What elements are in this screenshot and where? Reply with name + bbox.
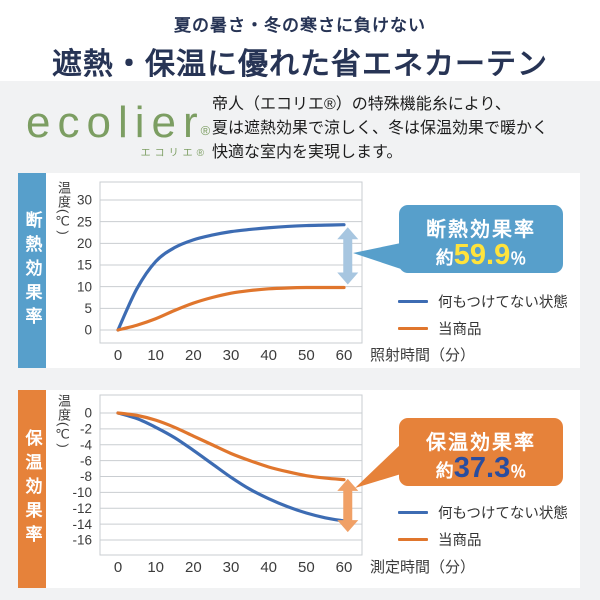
brand-logo-text: ecolier®: [26, 98, 212, 147]
y-axis-title: 温度(℃): [56, 394, 71, 449]
svg-text:20: 20: [77, 236, 92, 251]
page-title: 遮熱・保温に優れた省エネカーテン: [52, 48, 548, 81]
legend-label: 当商品: [438, 322, 482, 338]
legend-line-swatch: [398, 538, 428, 541]
svg-text:0: 0: [114, 559, 122, 576]
legend-label: 何もつけてない状態: [438, 295, 568, 311]
callout-tail-icon: [353, 243, 401, 269]
x-axis-title: 測定時間（分）: [370, 559, 476, 576]
brand-logo: ecolier® エコリエ®: [26, 98, 212, 160]
callout-number: 59.9: [453, 239, 511, 271]
callout-title: 保温効果率: [426, 432, 536, 454]
callout-value: 約59.9％: [399, 239, 563, 272]
heat-retention-line-chart: 0-2-4-6-8-10-12-14-160 10 20 30 40 50 60: [72, 394, 363, 576]
svg-text:40: 40: [260, 559, 277, 576]
svg-text:10: 10: [147, 347, 164, 364]
callout-unit: ％: [510, 464, 527, 481]
brand-description-line: 帝人（エコリエ®）の特殊機能糸により、: [212, 96, 511, 113]
svg-text:50: 50: [298, 347, 315, 364]
svg-text:0: 0: [114, 347, 122, 364]
brand-description-line: 快適な室内を実現します。: [212, 144, 403, 161]
brand-description: 帝人（エコリエ®）の特殊機能糸により、 夏は遮熱効果で涼しく、冬は保温効果で暖か…: [212, 93, 548, 165]
legend-label: 当商品: [438, 533, 482, 549]
legend-label: 何もつけてない状態: [438, 506, 568, 522]
legend-row: 何もつけてない状態: [398, 502, 568, 523]
insulation-side-tab: 断熱効果率: [18, 173, 46, 368]
y-axis-title: 温度(℃): [56, 181, 71, 236]
insulation-chart-card: 断熱効果率 温度(℃) 30 25 20 15 10 5 0 0 10 20 30 40 50 60 照射…: [18, 173, 580, 368]
callout-unit: ％: [510, 251, 527, 268]
brand-logo-word: ecolier: [26, 98, 205, 147]
legend-row: 何もつけてない状態: [398, 291, 568, 312]
header-subtitle: 夏の暑さ・冬の寒さに負けない: [174, 16, 426, 35]
legend-line-swatch: [398, 300, 428, 303]
svg-text:20: 20: [185, 347, 202, 364]
svg-text:15: 15: [77, 258, 92, 273]
svg-text:5: 5: [84, 301, 92, 316]
brand-description-line: 夏は遮熱効果で涼しく、冬は保温効果で暖かく: [212, 120, 549, 137]
header: 夏の暑さ・冬の寒さに負けない 遮熱・保温に優れた省エネカーテン: [0, 0, 600, 81]
svg-text:0: 0: [84, 406, 92, 421]
svg-text:10: 10: [147, 559, 164, 576]
legend-row: 当商品: [398, 318, 568, 339]
heat-retention-chart-card: 保温効果率 温度(℃) 0 -2 -4 -6 -8 -10 -12 -14 -16 0 10 20 30…: [18, 390, 580, 588]
svg-text:40: 40: [260, 347, 277, 364]
svg-text:-4: -4: [80, 437, 92, 452]
heat-retention-side-tab: 保温効果率: [18, 390, 46, 588]
callout-approx: 約: [435, 248, 454, 268]
callout-tail-icon: [355, 444, 401, 488]
svg-text:20: 20: [185, 559, 202, 576]
svg-text:-16: -16: [72, 533, 92, 548]
callout-title: 断熱効果率: [426, 219, 536, 241]
svg-text:0: 0: [84, 323, 92, 338]
x-axis-title: 照射時間（分）: [370, 347, 476, 364]
svg-text:-2: -2: [80, 422, 92, 437]
legend-line-swatch: [398, 327, 428, 330]
svg-text:10: 10: [77, 279, 92, 294]
heat-retention-callout: 保温効果率 約37.3％: [355, 418, 563, 488]
registered-trademark-icon: ®: [200, 123, 211, 138]
svg-text:25: 25: [77, 214, 92, 229]
brand-logo-kana: エコリエ®: [140, 148, 208, 160]
side-tab-label: 保温効果率: [22, 429, 42, 549]
svg-text:30: 30: [223, 559, 240, 576]
svg-text:30: 30: [77, 193, 92, 208]
svg-text:-10: -10: [72, 485, 92, 500]
svg-text:30: 30: [223, 347, 240, 364]
insulation-chart-area: 温度(℃) 30 25 20 15 10 5 0 0 10 20 30 40 50 60 照射時間（分） …: [46, 173, 580, 368]
svg-text:60: 60: [336, 347, 353, 364]
callout-number: 37.3: [453, 452, 511, 484]
svg-text:-12: -12: [72, 501, 92, 516]
svg-text:-8: -8: [80, 469, 92, 484]
callout-approx: 約: [435, 461, 454, 481]
svg-text:60: 60: [336, 559, 353, 576]
svg-text:50: 50: [298, 559, 315, 576]
svg-text:-14: -14: [72, 517, 92, 532]
insulation-legend: 何もつけてない状態 当商品: [398, 291, 568, 339]
legend-line-swatch: [398, 511, 428, 514]
svg-text:-6: -6: [80, 453, 92, 468]
heat-retention-legend: 何もつけてない状態 当商品: [398, 502, 568, 550]
insulation-callout: 断熱効果率 約59.9％: [353, 205, 563, 273]
legend-row: 当商品: [398, 529, 568, 550]
callout-value: 約37.3％: [399, 452, 563, 485]
side-tab-label: 断熱効果率: [22, 210, 42, 331]
heat-retention-chart-area: 温度(℃) 0 -2 -4 -6 -8 -10 -12 -14 -16 0 10 20 30 40 50 60…: [46, 390, 580, 588]
